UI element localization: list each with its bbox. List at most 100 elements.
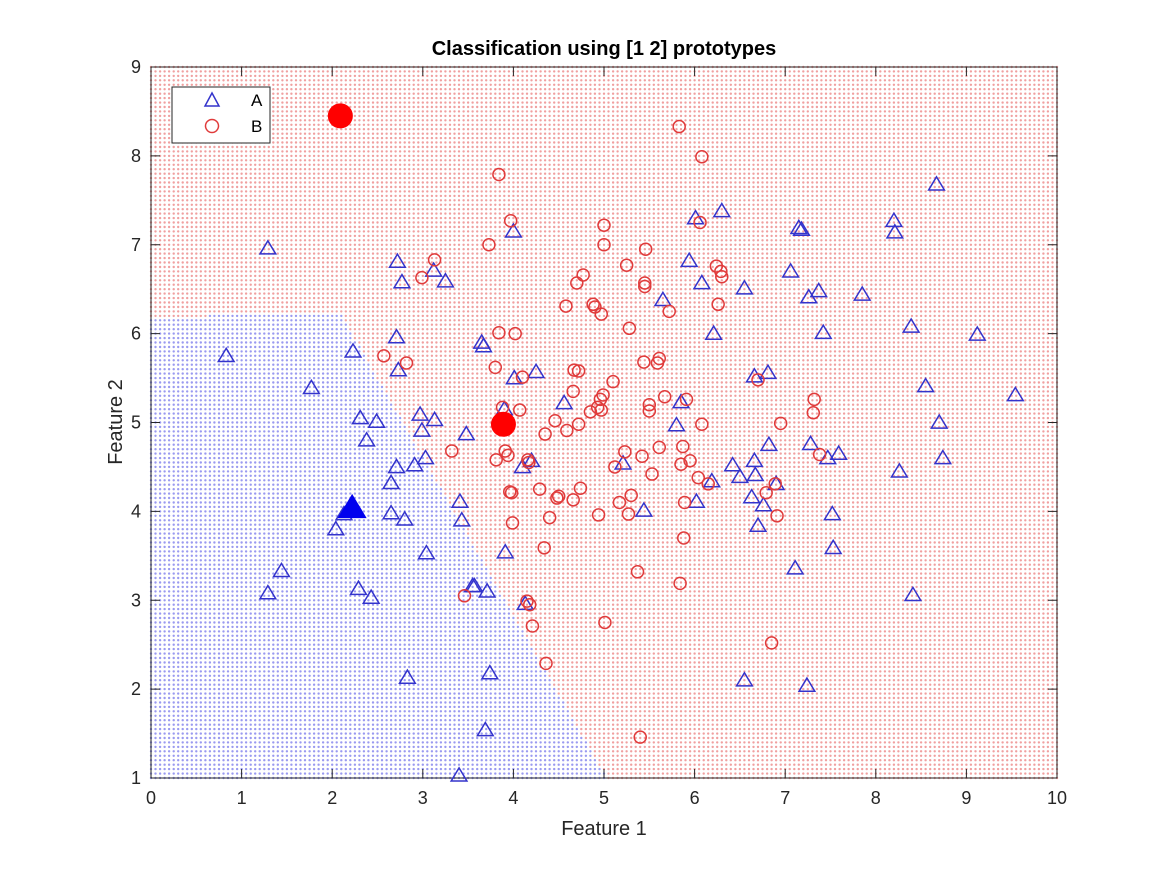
point-b <box>590 400 605 415</box>
point-a <box>425 410 444 427</box>
point-a <box>216 346 236 363</box>
point-b <box>693 215 707 230</box>
point-b <box>498 444 512 458</box>
point-a <box>476 721 495 737</box>
point-b <box>532 482 547 496</box>
point-b <box>619 258 634 272</box>
x-axis-label: Feature 1 <box>561 818 647 840</box>
point-b <box>635 449 649 464</box>
point-b <box>608 460 622 474</box>
point-b <box>566 493 580 507</box>
point-a <box>758 363 778 380</box>
point-b <box>691 470 705 485</box>
point-a <box>392 273 412 289</box>
point-a <box>730 467 750 484</box>
data-points <box>216 103 1025 782</box>
point-a <box>735 279 754 295</box>
point-a <box>480 664 500 680</box>
point-b <box>504 485 519 500</box>
point-b <box>550 491 564 505</box>
x-tick-label: 8 <box>871 788 881 808</box>
point-b <box>773 416 788 431</box>
point-a <box>884 211 904 228</box>
point-a <box>326 520 346 536</box>
point-b <box>566 384 580 399</box>
point-a <box>272 561 291 578</box>
point-b <box>633 730 647 744</box>
point-a <box>424 261 443 277</box>
point-b <box>537 541 551 555</box>
point-b <box>571 364 586 378</box>
point-a <box>745 367 764 383</box>
point-a <box>258 584 278 600</box>
point-a <box>381 473 401 490</box>
x-tick-label: 6 <box>690 788 700 808</box>
point-a <box>824 538 843 555</box>
point-b <box>591 508 606 522</box>
point-a <box>387 328 406 344</box>
point-a <box>814 323 833 340</box>
point-b <box>399 356 414 370</box>
point-b <box>586 297 600 312</box>
point-a <box>927 175 946 191</box>
point-b <box>673 576 687 591</box>
x-tick-label: 10 <box>1047 788 1067 808</box>
point-a <box>781 262 800 278</box>
point-b <box>683 453 697 468</box>
point-a <box>903 585 923 602</box>
y-tick-label: 3 <box>131 590 141 610</box>
y-tick-label: 9 <box>131 57 141 77</box>
legend-label-b: B <box>251 117 262 136</box>
point-b <box>770 509 784 523</box>
legend: A B <box>171 86 271 144</box>
point-b <box>492 325 506 340</box>
point-b <box>642 397 657 412</box>
point-b <box>542 510 557 525</box>
point-a <box>687 492 706 508</box>
point-a <box>930 413 949 429</box>
prototype-b-marker <box>327 103 353 129</box>
point-a <box>505 369 524 385</box>
prototype-a-marker <box>337 493 367 519</box>
point-b <box>597 218 611 232</box>
point-b <box>621 507 636 521</box>
point-a <box>933 449 953 465</box>
point-b <box>662 304 676 319</box>
point-b <box>768 477 782 491</box>
point-a <box>702 472 722 488</box>
point-a <box>735 671 754 687</box>
point-b <box>596 388 610 402</box>
point-b <box>525 619 540 633</box>
point-a <box>522 451 541 468</box>
point-a <box>792 220 811 237</box>
point-a <box>829 444 848 460</box>
point-b <box>515 370 530 384</box>
x-tick-label: 3 <box>418 788 428 808</box>
point-b <box>807 392 821 407</box>
point-b <box>489 453 503 467</box>
decision-region-grid <box>149 65 1059 780</box>
point-a <box>748 516 768 532</box>
point-a <box>367 412 386 428</box>
point-b <box>657 389 672 404</box>
point-a <box>477 582 497 598</box>
point-b <box>377 349 391 363</box>
point-b <box>612 495 627 510</box>
point-a <box>634 501 654 517</box>
point-a <box>809 282 828 298</box>
x-tick-label: 2 <box>327 788 337 808</box>
point-b <box>598 615 612 630</box>
point-b <box>677 495 692 510</box>
point-a <box>504 222 523 238</box>
chart-title: Classification using [1 2] prototypes <box>432 38 777 60</box>
point-b <box>701 477 715 491</box>
point-a <box>853 285 872 301</box>
point-a <box>823 505 842 521</box>
point-b <box>674 457 688 472</box>
point-a <box>412 421 432 437</box>
point-b <box>522 455 536 470</box>
point-a <box>679 251 699 268</box>
point-b <box>427 253 442 267</box>
point-a <box>801 434 820 451</box>
point-a <box>745 451 764 468</box>
